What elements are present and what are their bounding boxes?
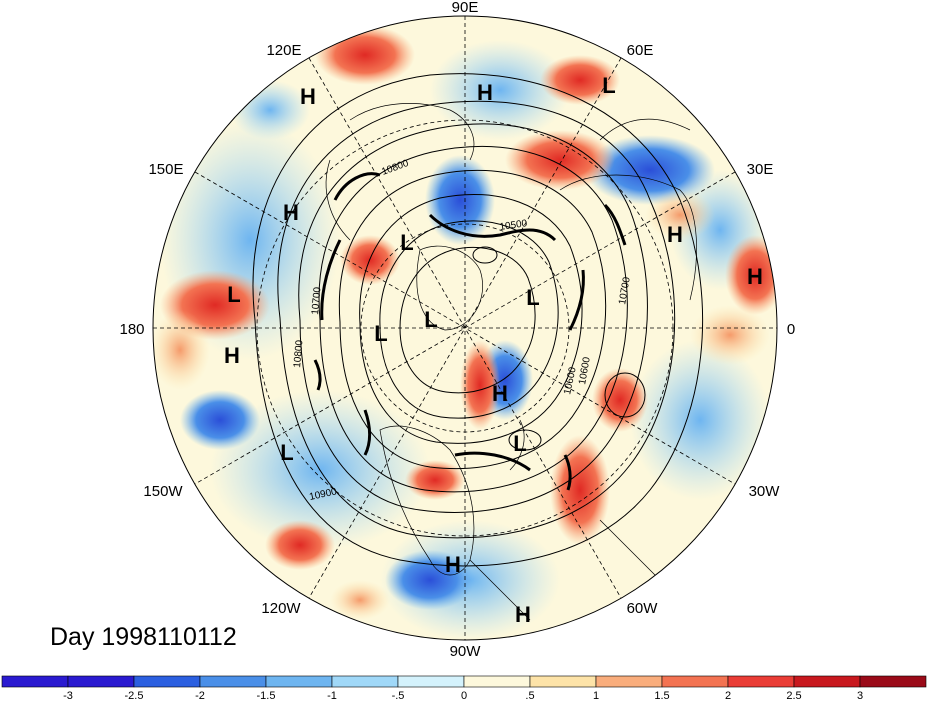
low-center: L bbox=[513, 431, 526, 456]
lon-label-90e: 90E bbox=[452, 0, 479, 16]
lon-label-150e: 150E bbox=[148, 161, 183, 178]
lon-label-0: 0 bbox=[787, 321, 795, 338]
high-center: H bbox=[445, 552, 461, 577]
high-center: H bbox=[477, 80, 493, 105]
lon-label-120w: 120W bbox=[261, 600, 301, 617]
map-boundary bbox=[152, 15, 778, 641]
contour-label: 10700 bbox=[617, 276, 633, 306]
height-contours bbox=[252, 73, 704, 567]
low-center: L bbox=[526, 285, 539, 310]
low-center: L bbox=[374, 321, 387, 346]
colorbar-tick-label: 2.5 bbox=[786, 690, 801, 702]
colorbar-box bbox=[727, 675, 795, 688]
lon-label-120e: 120E bbox=[266, 42, 301, 59]
high-center: H bbox=[515, 602, 531, 627]
graticule bbox=[153, 16, 777, 640]
high-center: H bbox=[283, 200, 299, 225]
lon-label-180: 180 bbox=[119, 321, 144, 338]
colorbar-tick-label: -2.5 bbox=[125, 690, 144, 702]
contour-label: 10600 bbox=[577, 356, 593, 386]
colorbar-tick-label: 2 bbox=[725, 690, 731, 702]
contour-label: 10500 bbox=[499, 218, 529, 233]
colorbar-tick-label: -1 bbox=[327, 690, 337, 702]
lon-label-60w: 60W bbox=[627, 600, 659, 617]
contour-label: 10700 bbox=[310, 286, 323, 315]
high-center: H bbox=[492, 381, 508, 406]
contour-label: 10800 bbox=[292, 339, 305, 368]
colorbar-box bbox=[397, 675, 465, 688]
high-center: H bbox=[300, 84, 316, 109]
colorbar-tick-label: 1 bbox=[593, 690, 599, 702]
low-center: L bbox=[280, 440, 293, 465]
high-center: H bbox=[224, 343, 240, 368]
colorbar-tick-label: -3 bbox=[63, 690, 73, 702]
colorbar-box bbox=[793, 675, 861, 688]
low-center: L bbox=[227, 282, 240, 307]
colorbar-box bbox=[859, 675, 927, 688]
lon-label-90w: 90W bbox=[450, 643, 482, 660]
colorbar-tick-label: 0 bbox=[461, 690, 467, 702]
colorbar-box bbox=[661, 675, 729, 688]
longitude-labels: 90E 60E 30E 0 30W 60W 90W 120W 150W 180 … bbox=[119, 0, 795, 660]
colorbar-box bbox=[265, 675, 333, 688]
lon-label-30w: 30W bbox=[749, 483, 781, 500]
day-label: Day 1998110112 bbox=[50, 623, 237, 651]
colorbar-box bbox=[529, 675, 597, 688]
colorbar-tick-label: .5 bbox=[525, 690, 534, 702]
colorbar-box bbox=[67, 675, 135, 688]
colorbar: -3 -2.5 -2 -1.5 -1 -.5 0 .5 1 1.5 2 2.5 3 bbox=[1, 675, 927, 702]
high-center: H bbox=[747, 264, 763, 289]
colorbar-box bbox=[199, 675, 267, 688]
high-center: H bbox=[667, 222, 683, 247]
lon-label-30e: 30E bbox=[747, 161, 774, 178]
colorbar-tick-label: -.5 bbox=[392, 690, 405, 702]
lon-label-150w: 150W bbox=[143, 483, 183, 500]
colorbar-box bbox=[1, 675, 69, 688]
colorbar-box bbox=[595, 675, 663, 688]
colorbar-tick-label: -1.5 bbox=[257, 690, 276, 702]
colorbar-box bbox=[463, 675, 531, 688]
low-center: L bbox=[400, 230, 413, 255]
low-center: L bbox=[424, 307, 437, 332]
low-center: L bbox=[602, 73, 615, 98]
colorbar-tick-label: 1.5 bbox=[654, 690, 669, 702]
colorbar-tick-label: 3 bbox=[857, 690, 863, 702]
colorbar-box bbox=[331, 675, 399, 688]
colorbar-tick-label: -2 bbox=[195, 690, 205, 702]
coastlines bbox=[325, 103, 697, 621]
lon-label-60e: 60E bbox=[627, 42, 654, 59]
colorbar-box bbox=[133, 675, 201, 688]
pressure-centers: H H L H L H H L L L L H H L L H H bbox=[224, 73, 763, 627]
